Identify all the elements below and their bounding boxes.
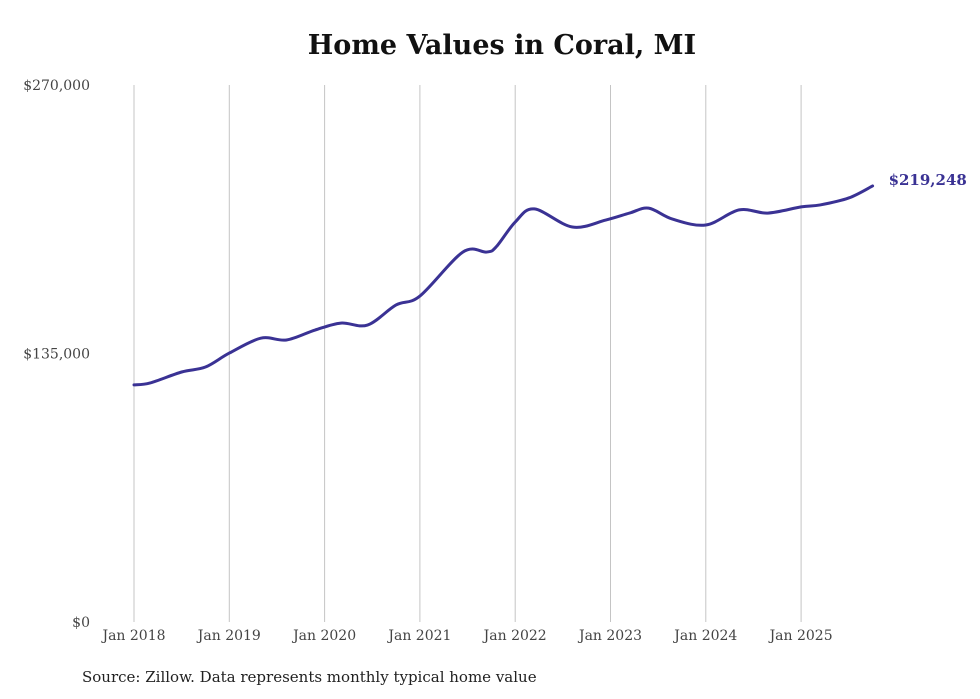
x-tick-label: Jan 2020: [291, 628, 356, 644]
chart-title: Home Values in Coral, MI: [307, 30, 697, 61]
x-tick-label: Jan 2022: [482, 628, 547, 644]
x-tick-label: Jan 2025: [768, 628, 833, 644]
x-tick-label: Jan 2024: [672, 628, 737, 644]
series-line: [132, 184, 875, 387]
x-tick-label: Jan 2019: [196, 628, 261, 644]
x-tick-label: Jan 2018: [100, 628, 165, 644]
end-value-label: $219,248: [889, 171, 967, 189]
x-tick-label: Jan 2023: [577, 628, 642, 644]
x-tick-label: Jan 2021: [386, 628, 451, 644]
y-tick-label: $135,000: [23, 347, 90, 363]
y-tick-label: $0: [72, 615, 90, 631]
y-tick-label: $270,000: [23, 78, 90, 94]
source-note: Source: Zillow. Data represents monthly …: [82, 668, 537, 686]
